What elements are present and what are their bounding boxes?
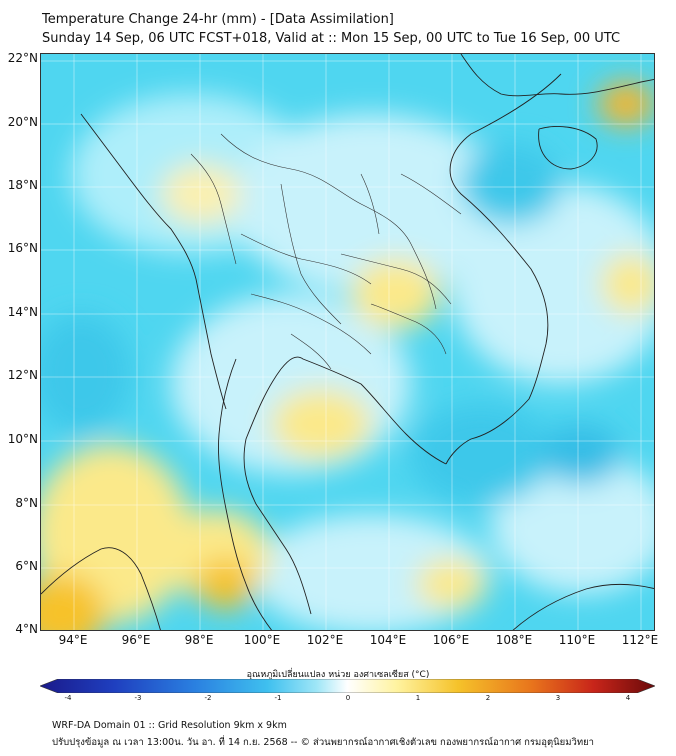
- lat-label-4: 4°N: [15, 622, 38, 636]
- colorbar-tick: -4: [64, 694, 72, 702]
- lon-label-104: 104°E: [369, 633, 407, 647]
- colorbar-tick: -3: [134, 694, 142, 702]
- lon-label-96: 96°E: [121, 633, 151, 647]
- lat-label-12: 12°N: [7, 368, 38, 382]
- temperature-field: [41, 82, 654, 630]
- colorbar-tick: 3: [555, 694, 561, 702]
- lat-label-22: 22°N: [7, 51, 38, 65]
- colorbar-tick: 4: [625, 694, 631, 702]
- lat-label-6: 6°N: [15, 559, 38, 573]
- colorbar: [40, 679, 655, 693]
- colorbar-tick: 2: [485, 694, 491, 702]
- lat-label-8: 8°N: [15, 496, 38, 510]
- coastlines: [41, 54, 654, 630]
- lon-label-106: 106°E: [432, 633, 470, 647]
- temperature-change-map: [41, 54, 654, 630]
- lon-label-100: 100°E: [243, 633, 281, 647]
- map-subtitle: Sunday 14 Sep, 06 UTC FCST+018, Valid at…: [42, 31, 621, 46]
- lon-label-112: 112°E: [621, 633, 659, 647]
- provincial-borders: [190, 133, 462, 370]
- lat-label-10: 10°N: [7, 432, 38, 446]
- footer-model-info: WRF-DA Domain 01 :: Grid Resolution 9km …: [52, 720, 287, 731]
- colorbar-title: อุณหภูมิเปลี่ยนแปลง หน่วย องศาเซลเซียส (…: [246, 670, 430, 680]
- colorbar-tick: 0: [345, 694, 351, 702]
- lat-label-18: 18°N: [7, 178, 38, 192]
- graticule: [41, 54, 654, 630]
- lon-label-102: 102°E: [306, 633, 344, 647]
- lat-label-14: 14°N: [7, 305, 38, 319]
- footer-credits: ปรับปรุงข้อมูล ณ เวลา 13:00น. วัน อา. ที…: [52, 737, 594, 748]
- lon-label-98: 98°E: [184, 633, 214, 647]
- lat-label-16: 16°N: [7, 241, 38, 255]
- map-title: Temperature Change 24-hr (mm) - [Data As…: [42, 12, 394, 27]
- map-panel: [40, 53, 655, 631]
- lon-label-94: 94°E: [58, 633, 88, 647]
- lon-label-108: 108°E: [495, 633, 533, 647]
- colorbar-tick: 1: [415, 694, 421, 702]
- lon-label-110: 110°E: [558, 633, 596, 647]
- colorbar-tick: -1: [274, 694, 282, 702]
- colorbar-tick: -2: [204, 694, 212, 702]
- lat-label-20: 20°N: [7, 115, 38, 129]
